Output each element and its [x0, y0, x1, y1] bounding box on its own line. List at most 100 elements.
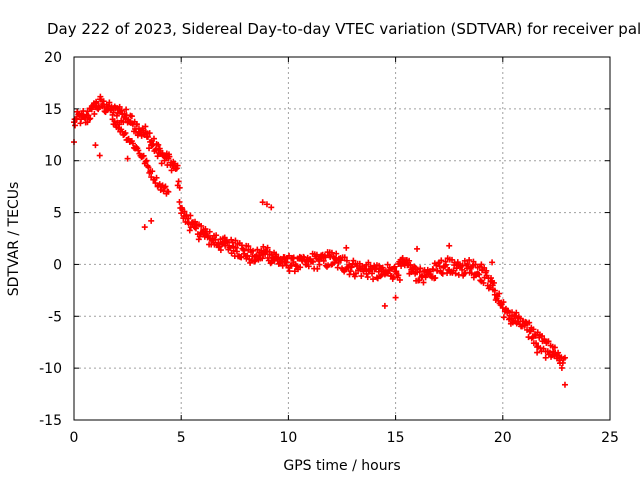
data-point	[491, 287, 498, 294]
data-point	[198, 222, 205, 229]
data-point	[161, 184, 168, 191]
data-point	[232, 237, 239, 244]
data-point	[440, 264, 447, 271]
data-point	[407, 261, 414, 268]
data-point	[223, 238, 230, 245]
y-tick-label: -5	[48, 309, 62, 325]
data-point	[178, 204, 185, 211]
data-point	[82, 114, 89, 121]
data-point	[438, 257, 445, 264]
data-point	[100, 98, 107, 105]
data-point	[125, 116, 132, 123]
data-point	[259, 199, 266, 206]
data-point	[513, 309, 520, 316]
y-axis-label: SDTVAR / TECUs	[6, 182, 22, 297]
data-point	[155, 141, 162, 148]
data-point	[273, 251, 280, 258]
data-point	[145, 164, 152, 171]
data-point	[176, 184, 183, 191]
data-point	[468, 264, 475, 271]
data-point	[286, 268, 293, 275]
x-axis-label: GPS time / hours	[283, 458, 400, 474]
x-tick-label: 15	[387, 430, 405, 446]
data-point	[416, 277, 423, 284]
data-point	[185, 215, 192, 222]
data-point	[303, 261, 310, 268]
data-point	[500, 314, 507, 321]
x-tick-label: 10	[279, 430, 297, 446]
data-point	[91, 110, 98, 117]
data-point	[375, 268, 382, 275]
data-point	[292, 261, 299, 268]
data-point	[478, 261, 485, 268]
data-point	[307, 256, 314, 263]
data-point	[533, 340, 540, 347]
data-point	[262, 248, 269, 255]
data-point	[333, 250, 340, 257]
data-point	[124, 155, 131, 162]
data-point	[196, 233, 203, 240]
data-point	[448, 256, 455, 263]
data-point	[264, 244, 271, 251]
data-point	[122, 130, 129, 137]
data-point	[461, 257, 468, 264]
data-point	[392, 294, 399, 301]
data-point	[158, 160, 165, 167]
data-point	[86, 116, 93, 123]
data-point	[146, 130, 153, 137]
data-point	[176, 198, 183, 205]
data-point	[496, 290, 503, 297]
data-point	[335, 259, 342, 266]
data-point	[489, 282, 496, 289]
data-point	[348, 263, 355, 270]
data-point	[268, 204, 275, 211]
data-point	[452, 270, 459, 277]
data-point	[382, 270, 389, 277]
data-point	[204, 234, 211, 241]
data-point	[72, 122, 79, 129]
data-point	[263, 201, 270, 208]
data-point	[539, 333, 546, 340]
data-point	[187, 212, 194, 219]
data-point	[120, 114, 127, 121]
data-point	[217, 247, 224, 254]
data-point	[556, 357, 563, 364]
data-point	[391, 265, 398, 272]
data-point	[291, 268, 298, 275]
data-point	[165, 188, 172, 195]
data-point	[393, 268, 400, 275]
data-point	[97, 93, 104, 100]
data-point	[561, 381, 568, 388]
data-point	[350, 257, 357, 264]
data-point	[470, 274, 477, 281]
data-point	[213, 232, 220, 239]
data-point	[555, 349, 562, 356]
data-point	[545, 338, 552, 345]
data-point	[85, 112, 92, 119]
data-point	[461, 270, 468, 277]
data-point	[432, 274, 439, 281]
data-point	[505, 316, 512, 323]
data-point	[150, 135, 157, 142]
data-point	[165, 151, 172, 158]
data-point	[143, 157, 150, 164]
data-point	[363, 270, 370, 277]
data-point	[153, 146, 160, 153]
data-point	[459, 262, 466, 269]
data-point	[406, 257, 413, 264]
data-point	[230, 243, 237, 250]
data-point	[519, 318, 526, 325]
data-point	[148, 217, 155, 224]
data-point	[500, 299, 507, 306]
data-point	[221, 234, 228, 241]
data-point	[142, 123, 149, 130]
data-point	[75, 110, 82, 117]
data-point	[157, 186, 164, 193]
data-point	[170, 158, 177, 165]
y-tick-label: 10	[44, 154, 62, 170]
data-point	[343, 244, 350, 251]
data-point	[377, 273, 384, 280]
data-point	[135, 147, 142, 154]
data-point	[142, 158, 149, 165]
